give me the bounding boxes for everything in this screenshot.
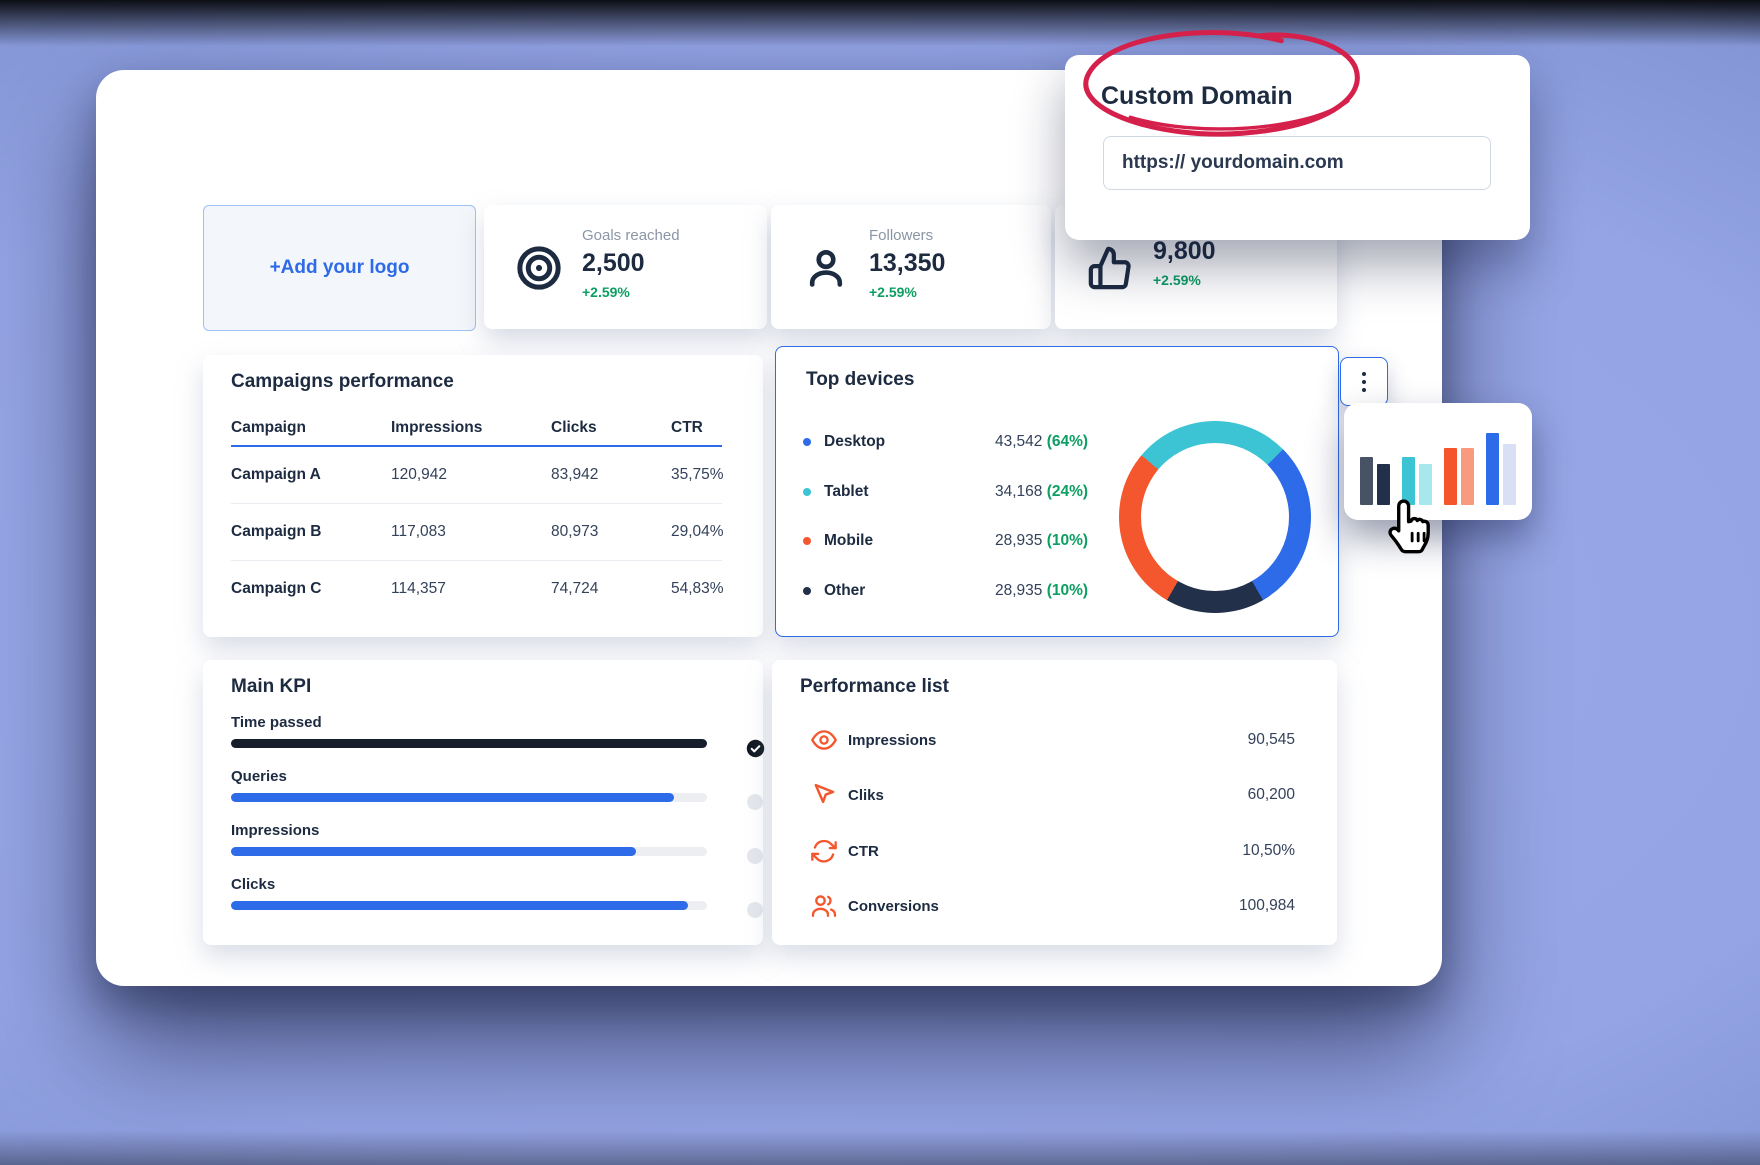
target-icon (516, 245, 562, 291)
mini-bar (1486, 433, 1499, 505)
table-header-row: Campaign Impressions Clicks CTR (231, 411, 722, 445)
table-row: Campaign A 120,942 83,942 35,75% (231, 466, 724, 483)
performance-title: Performance list (800, 676, 949, 697)
legend-item-tablet: Tablet 34,168 (24%) (803, 481, 1088, 503)
col-campaign: Campaign (231, 419, 306, 436)
mini-bar (1503, 444, 1516, 505)
kpi-time-passed: Time passed (231, 714, 765, 758)
custom-domain-input[interactable] (1103, 136, 1491, 190)
stat-delta: +2.59% (869, 284, 917, 300)
perf-row-impressions: Impressions 90,545 (810, 726, 1295, 754)
stat-delta: +2.59% (582, 284, 630, 300)
progress-track (231, 901, 763, 918)
user-icon (803, 245, 849, 291)
kebab-dot (1362, 371, 1366, 376)
eye-icon (810, 726, 838, 754)
donut-hole (1141, 443, 1289, 591)
check-circle-icon (746, 739, 765, 758)
mini-bar (1377, 464, 1390, 505)
perf-row-conversions: Conversions 100,984 (810, 892, 1295, 920)
top-devices-title: Top devices (806, 369, 915, 390)
progress-fill (231, 793, 674, 802)
top-devices-card[interactable]: Top devices Desktop 43,542 (64%) Tablet … (775, 346, 1339, 637)
mini-bar (1360, 457, 1373, 505)
progress-end-dot (747, 794, 763, 810)
table-header-rule (231, 445, 722, 447)
main-kpi-card: Main KPI Time passed Queries Impressions (203, 660, 765, 945)
campaigns-performance-card: Campaigns performance Campaign Impressio… (203, 355, 763, 637)
kebab-dot (1362, 387, 1366, 392)
mini-bar (1419, 464, 1432, 505)
performance-list-card: Performance list Impressions 90,545 Clik… (772, 660, 1337, 945)
custom-domain-title: Custom Domain (1101, 82, 1293, 110)
stat-delta: +2.59% (1153, 272, 1201, 288)
kpi-impressions: Impressions (231, 822, 763, 864)
add-logo-label: +Add your logo (269, 257, 410, 278)
mini-bar (1461, 448, 1474, 505)
perf-row-ctr: CTR 10,50% (810, 837, 1295, 865)
progress-track (231, 739, 765, 758)
progress-fill (231, 901, 688, 910)
row-separator (231, 503, 722, 504)
kpi-queries: Queries (231, 768, 763, 810)
table-row: Campaign B 117,083 80,973 29,04% (231, 523, 724, 540)
mini-bar (1444, 448, 1457, 505)
mini-bar-chart (1360, 433, 1516, 505)
mini-bar-chart-widget[interactable] (1344, 403, 1532, 520)
progress-end-dot (747, 902, 763, 918)
progress-end-dot (747, 848, 763, 864)
users-icon (810, 892, 838, 920)
col-ctr: CTR (671, 419, 703, 436)
progress-track (231, 793, 763, 810)
legend-item-mobile: Mobile 28,935 (10%) (803, 530, 1088, 552)
table-row: Campaign C 114,357 74,724 54,83% (231, 580, 724, 597)
progress-fill (231, 847, 636, 856)
legend-dot (803, 587, 811, 595)
stat-value: 9,800 (1153, 237, 1216, 265)
add-logo-button[interactable]: +Add your logo (203, 205, 476, 331)
kebab-dot (1362, 379, 1366, 384)
kpi-clicks: Clicks (231, 876, 763, 918)
progress-track (231, 847, 763, 864)
progress-fill (231, 739, 707, 748)
refresh-icon (810, 837, 838, 865)
campaigns-title: Campaigns performance (231, 371, 454, 392)
row-separator (231, 560, 722, 561)
stat-value: 13,350 (869, 249, 946, 277)
stat-label: Goals reached (582, 227, 680, 244)
custom-domain-card: Custom Domain (1065, 55, 1530, 240)
legend-dot (803, 537, 811, 545)
legend-item-desktop: Desktop 43,542 (64%) (803, 431, 1088, 453)
legend-item-other: Other 28,935 (10%) (803, 580, 1088, 602)
stat-label: Followers (869, 227, 934, 244)
campaigns-table: Campaign Impressions Clicks CTR Campaign… (231, 411, 724, 617)
legend-dot (803, 488, 811, 496)
stat-card-goals: Goals reached 2,500 +2.59% (484, 205, 767, 329)
legend-dot (803, 438, 811, 446)
more-options-button[interactable] (1340, 357, 1388, 406)
thumbs-up-icon (1087, 245, 1133, 291)
devices-donut-chart (1119, 421, 1311, 613)
col-clicks: Clicks (551, 419, 597, 436)
mini-bar (1402, 457, 1415, 505)
stat-card-followers: Followers 13,350 +2.59% (771, 205, 1051, 329)
col-impressions: Impressions (391, 419, 483, 436)
main-kpi-title: Main KPI (231, 676, 312, 697)
cursor-icon (810, 781, 838, 809)
perf-row-cliks: Cliks 60,200 (810, 781, 1295, 809)
stat-value: 2,500 (582, 249, 645, 277)
hand-cursor-icon (1386, 498, 1434, 560)
